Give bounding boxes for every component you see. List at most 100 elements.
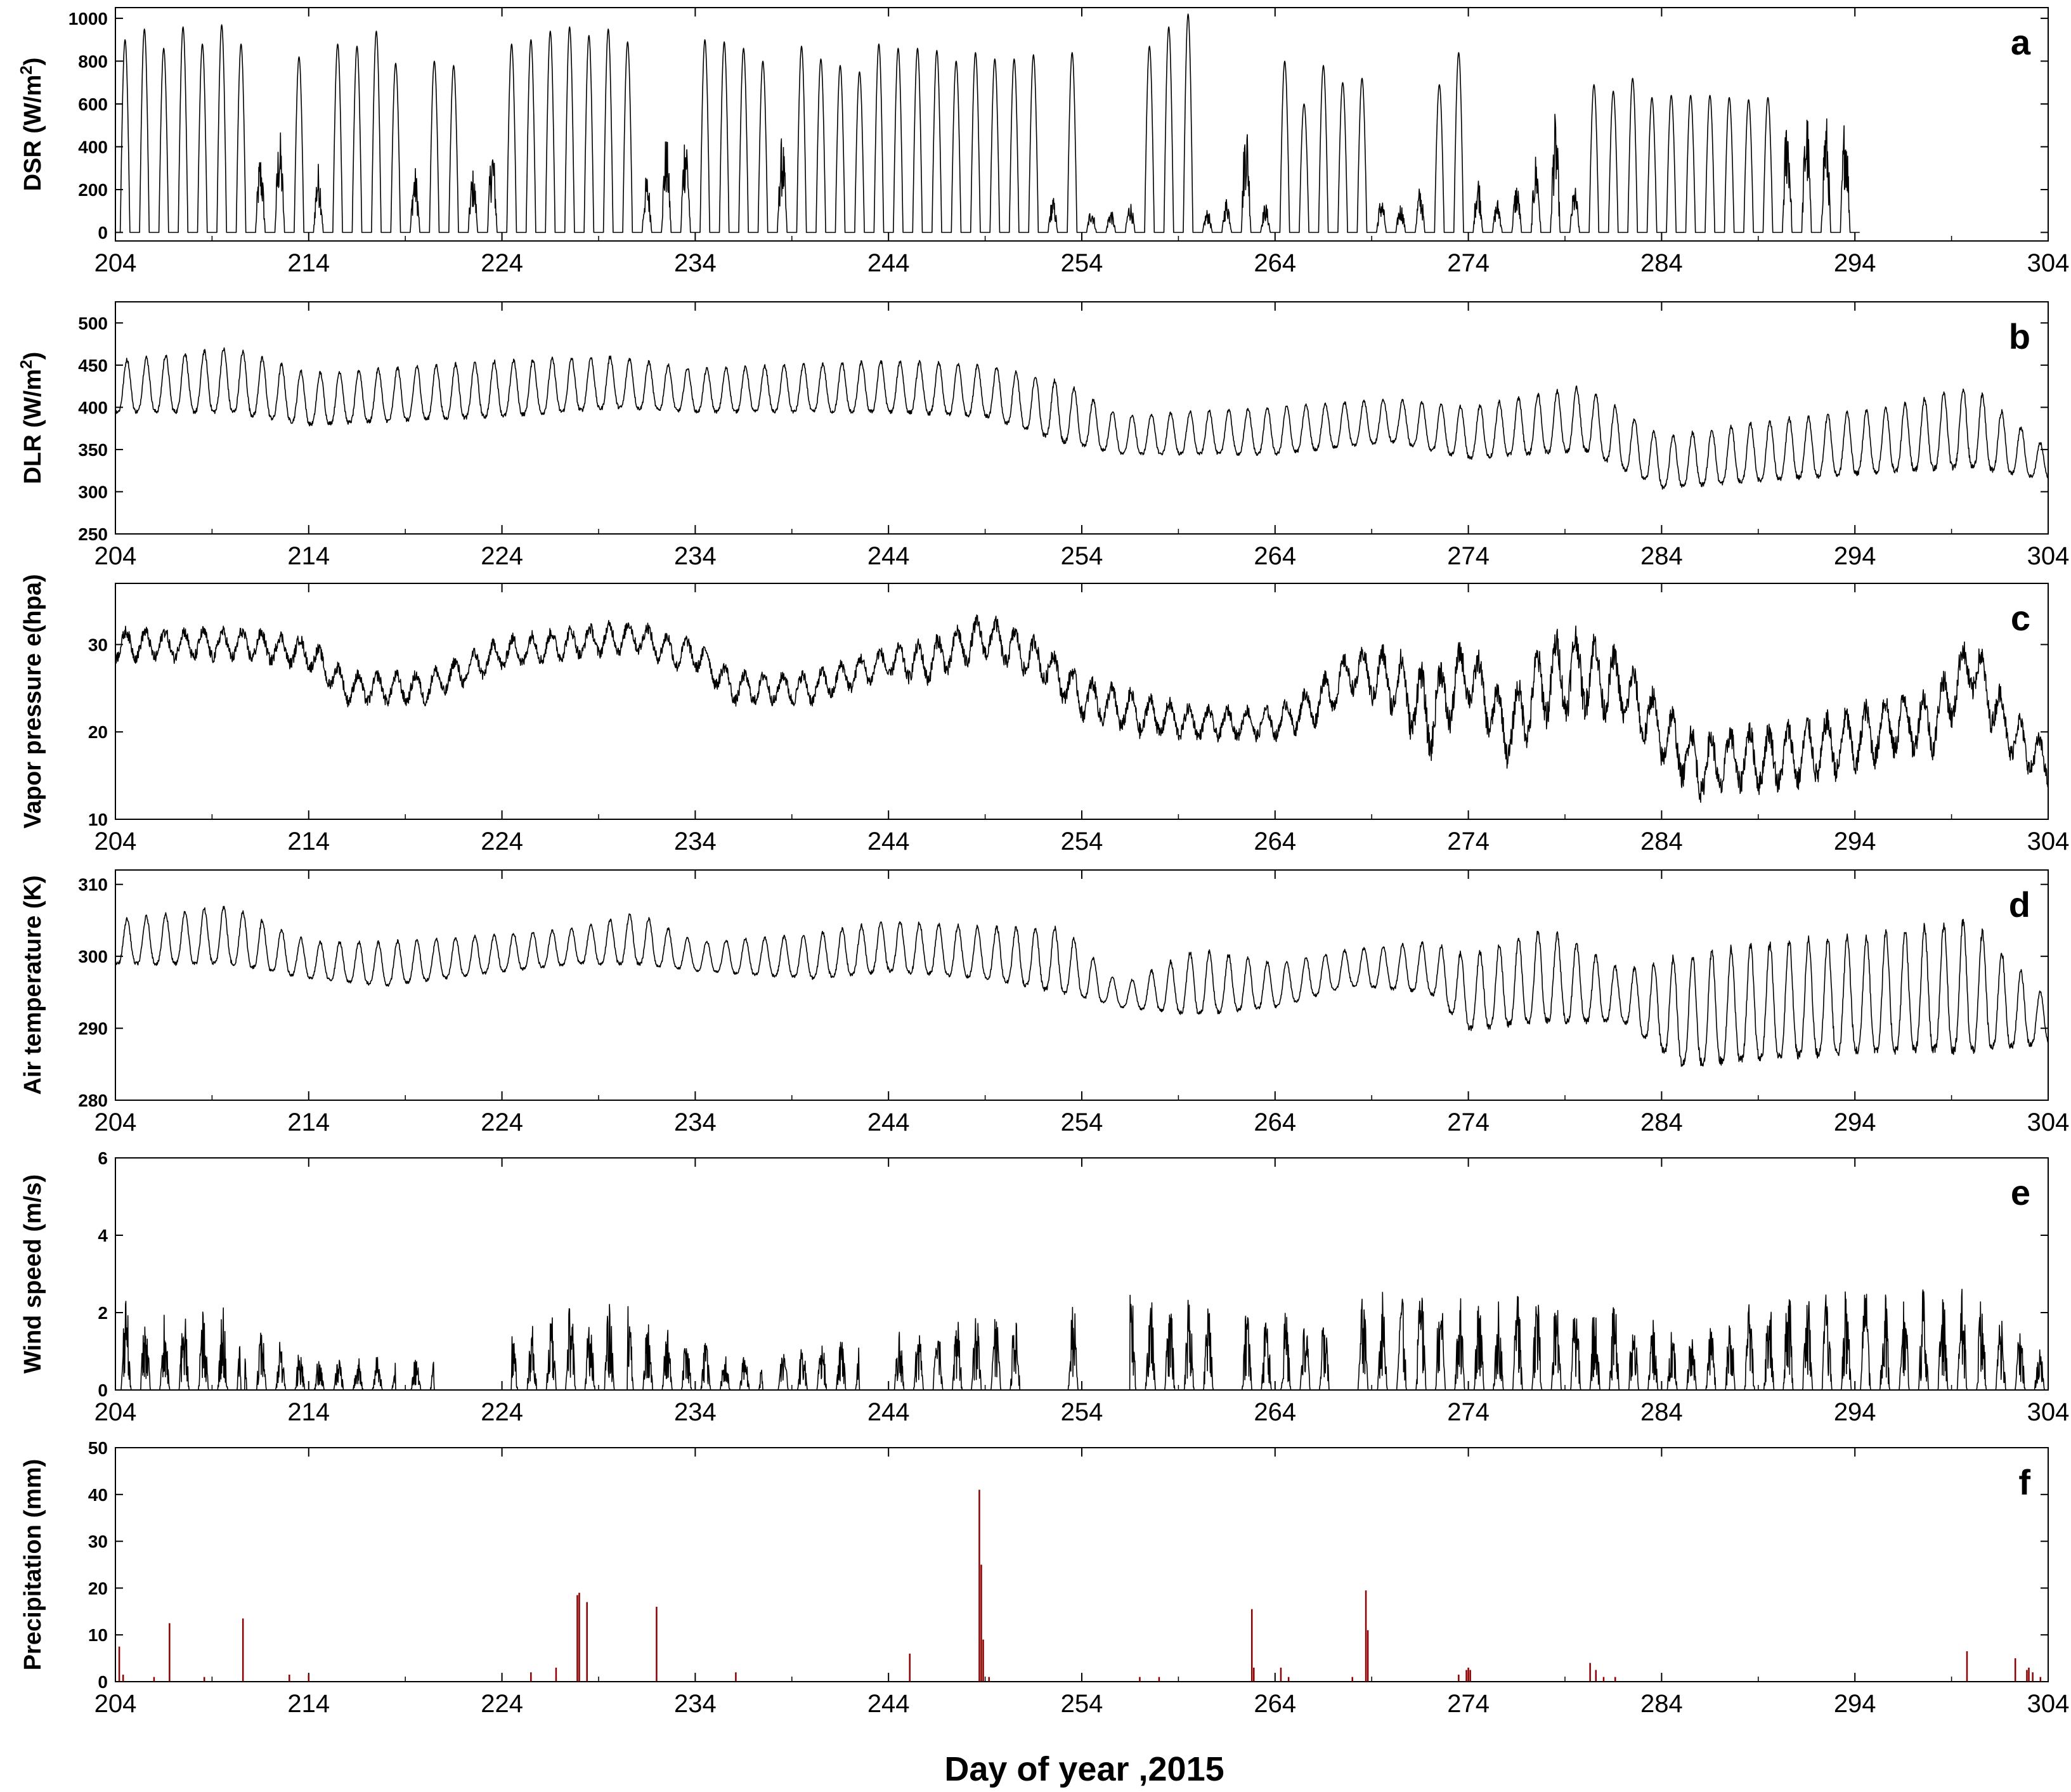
x-tick-label: 214 <box>287 1108 330 1136</box>
panel-c: 204 214 224 234 244 254 264 274 284 294 304 10 20 30 V… <box>20 574 2069 855</box>
y-tick-label: 1000 <box>68 9 108 29</box>
x-tick-label: 214 <box>287 1690 330 1718</box>
x-tick-label: 214 <box>287 1398 330 1426</box>
y-tick-label: 50 <box>88 1438 108 1458</box>
panel-letter: b <box>2009 316 2030 356</box>
x-tick-label: 244 <box>867 828 910 855</box>
series-line <box>115 13 1860 233</box>
panel-letter: c <box>2011 598 2030 638</box>
x-tick-label: 214 <box>287 542 330 570</box>
y-tick-label: 40 <box>88 1485 108 1505</box>
x-tick-label: 274 <box>1447 828 1490 855</box>
y-tick-label: 280 <box>78 1091 108 1110</box>
x-tick-label: 244 <box>867 1108 910 1136</box>
y-tick-label: 0 <box>98 1380 108 1400</box>
x-tick-label: 254 <box>1061 828 1103 855</box>
x-tick-label: 204 <box>94 1108 137 1136</box>
x-tick-label: 304 <box>2027 542 2070 570</box>
y-axis-title: Precipitation (mm) <box>20 1459 46 1671</box>
y-tick-label: 500 <box>78 313 108 333</box>
y-tick-label: 20 <box>88 1578 108 1598</box>
plot-frame <box>115 869 2049 1101</box>
x-tick-label: 224 <box>481 249 523 277</box>
panel-b: 204 214 224 234 244 254 264 274 284 294 304 250 300 3… <box>16 301 2070 570</box>
y-tick-label: 600 <box>78 94 108 114</box>
x-tick-label: 304 <box>2027 1108 2070 1136</box>
x-tick-label: 214 <box>287 828 330 855</box>
x-tick-label: 274 <box>1447 1690 1490 1718</box>
plot-frame <box>115 1447 2049 1682</box>
panel-d: 204 214 224 234 244 254 264 274 284 294 304 280 290 3… <box>20 869 2070 1136</box>
y-tick-label: 30 <box>88 635 108 654</box>
x-tick-label: 204 <box>94 542 137 570</box>
y-tick-label: 400 <box>78 398 108 417</box>
x-tick-label: 274 <box>1447 1108 1490 1136</box>
panel-letter: f <box>2018 1462 2030 1502</box>
x-tick-label: 204 <box>94 1690 137 1718</box>
x-tick-label: 284 <box>1640 1690 1683 1718</box>
x-tick-label: 264 <box>1254 1690 1296 1718</box>
x-tick-label: 244 <box>867 1398 910 1426</box>
y-tick-label: 0 <box>98 1672 108 1692</box>
y-axis-title: Vapor pressure e(hpa) <box>20 574 46 828</box>
x-tick-label: 254 <box>1061 1398 1103 1426</box>
x-tick-label: 254 <box>1061 542 1103 570</box>
x-axis-title: Day of year ,2015 <box>944 1750 1224 1788</box>
x-tick-label: 284 <box>1640 1108 1683 1136</box>
y-axis-title: DSR (W/m2) <box>16 58 46 192</box>
y-tick-label: 350 <box>78 440 108 460</box>
x-tick-label: 304 <box>2027 249 2070 277</box>
series-line <box>115 1289 2049 1391</box>
x-tick-label: 294 <box>1834 249 1876 277</box>
series-line <box>115 347 2049 490</box>
x-tick-label: 284 <box>1640 828 1683 855</box>
x-tick-label: 244 <box>867 1690 910 1718</box>
y-tick-label: 30 <box>88 1532 108 1552</box>
x-tick-label: 264 <box>1254 1398 1296 1426</box>
x-tick-label: 304 <box>2027 828 2070 855</box>
x-tick-label: 224 <box>481 542 523 570</box>
panel-letter: a <box>2011 22 2031 62</box>
x-tick-label: 204 <box>94 249 137 277</box>
y-tick-label: 0 <box>98 223 108 242</box>
x-tick-label: 274 <box>1447 1398 1490 1426</box>
y-tick-label: 290 <box>78 1019 108 1039</box>
y-tick-label: 10 <box>88 1625 108 1645</box>
y-axis-title: Wind speed (m/s) <box>20 1174 46 1373</box>
y-tick-label: 300 <box>78 482 108 502</box>
y-axis-title: Air temperature (K) <box>20 875 46 1094</box>
x-tick-label: 264 <box>1254 1108 1296 1136</box>
y-tick-label: 10 <box>88 810 108 829</box>
x-tick-label: 304 <box>2027 1690 2070 1718</box>
x-tick-label: 234 <box>674 1108 717 1136</box>
x-tick-label: 284 <box>1640 1398 1683 1426</box>
x-tick-label: 224 <box>481 1690 523 1718</box>
x-tick-label: 244 <box>867 249 910 277</box>
x-tick-label: 254 <box>1061 1690 1103 1718</box>
x-tick-label: 274 <box>1447 542 1490 570</box>
x-tick-label: 204 <box>94 1398 137 1426</box>
x-tick-label: 294 <box>1834 1108 1876 1136</box>
panel-e: 204 214 224 234 244 254 264 274 284 294 304 0 2 4 6 Win… <box>20 1148 2069 1426</box>
x-tick-label: 234 <box>674 1398 717 1426</box>
x-tick-label: 284 <box>1640 249 1683 277</box>
y-tick-label: 4 <box>98 1226 108 1245</box>
x-tick-label: 234 <box>674 249 717 277</box>
x-tick-label: 234 <box>674 828 717 855</box>
y-axis-title: DLR (W/m2) <box>16 352 46 484</box>
x-tick-label: 264 <box>1254 249 1296 277</box>
y-tick-label: 450 <box>78 356 108 375</box>
series-line <box>115 906 2049 1067</box>
panel-f: 204 214 224 234 244 254 264 274 284 294 3040102030… <box>20 1438 2069 1718</box>
x-tick-label: 234 <box>674 1690 717 1718</box>
x-tick-label: 224 <box>481 828 523 855</box>
x-tick-label: 214 <box>287 249 330 277</box>
x-tick-label: 294 <box>1834 828 1876 855</box>
y-tick-label: 2 <box>98 1303 108 1323</box>
y-tick-label: 20 <box>88 722 108 742</box>
y-tick-label: 200 <box>78 180 108 200</box>
x-tick-label: 234 <box>674 542 717 570</box>
y-tick-label: 6 <box>98 1148 108 1168</box>
plot-frame <box>115 1157 2049 1391</box>
x-tick-label: 224 <box>481 1398 523 1426</box>
